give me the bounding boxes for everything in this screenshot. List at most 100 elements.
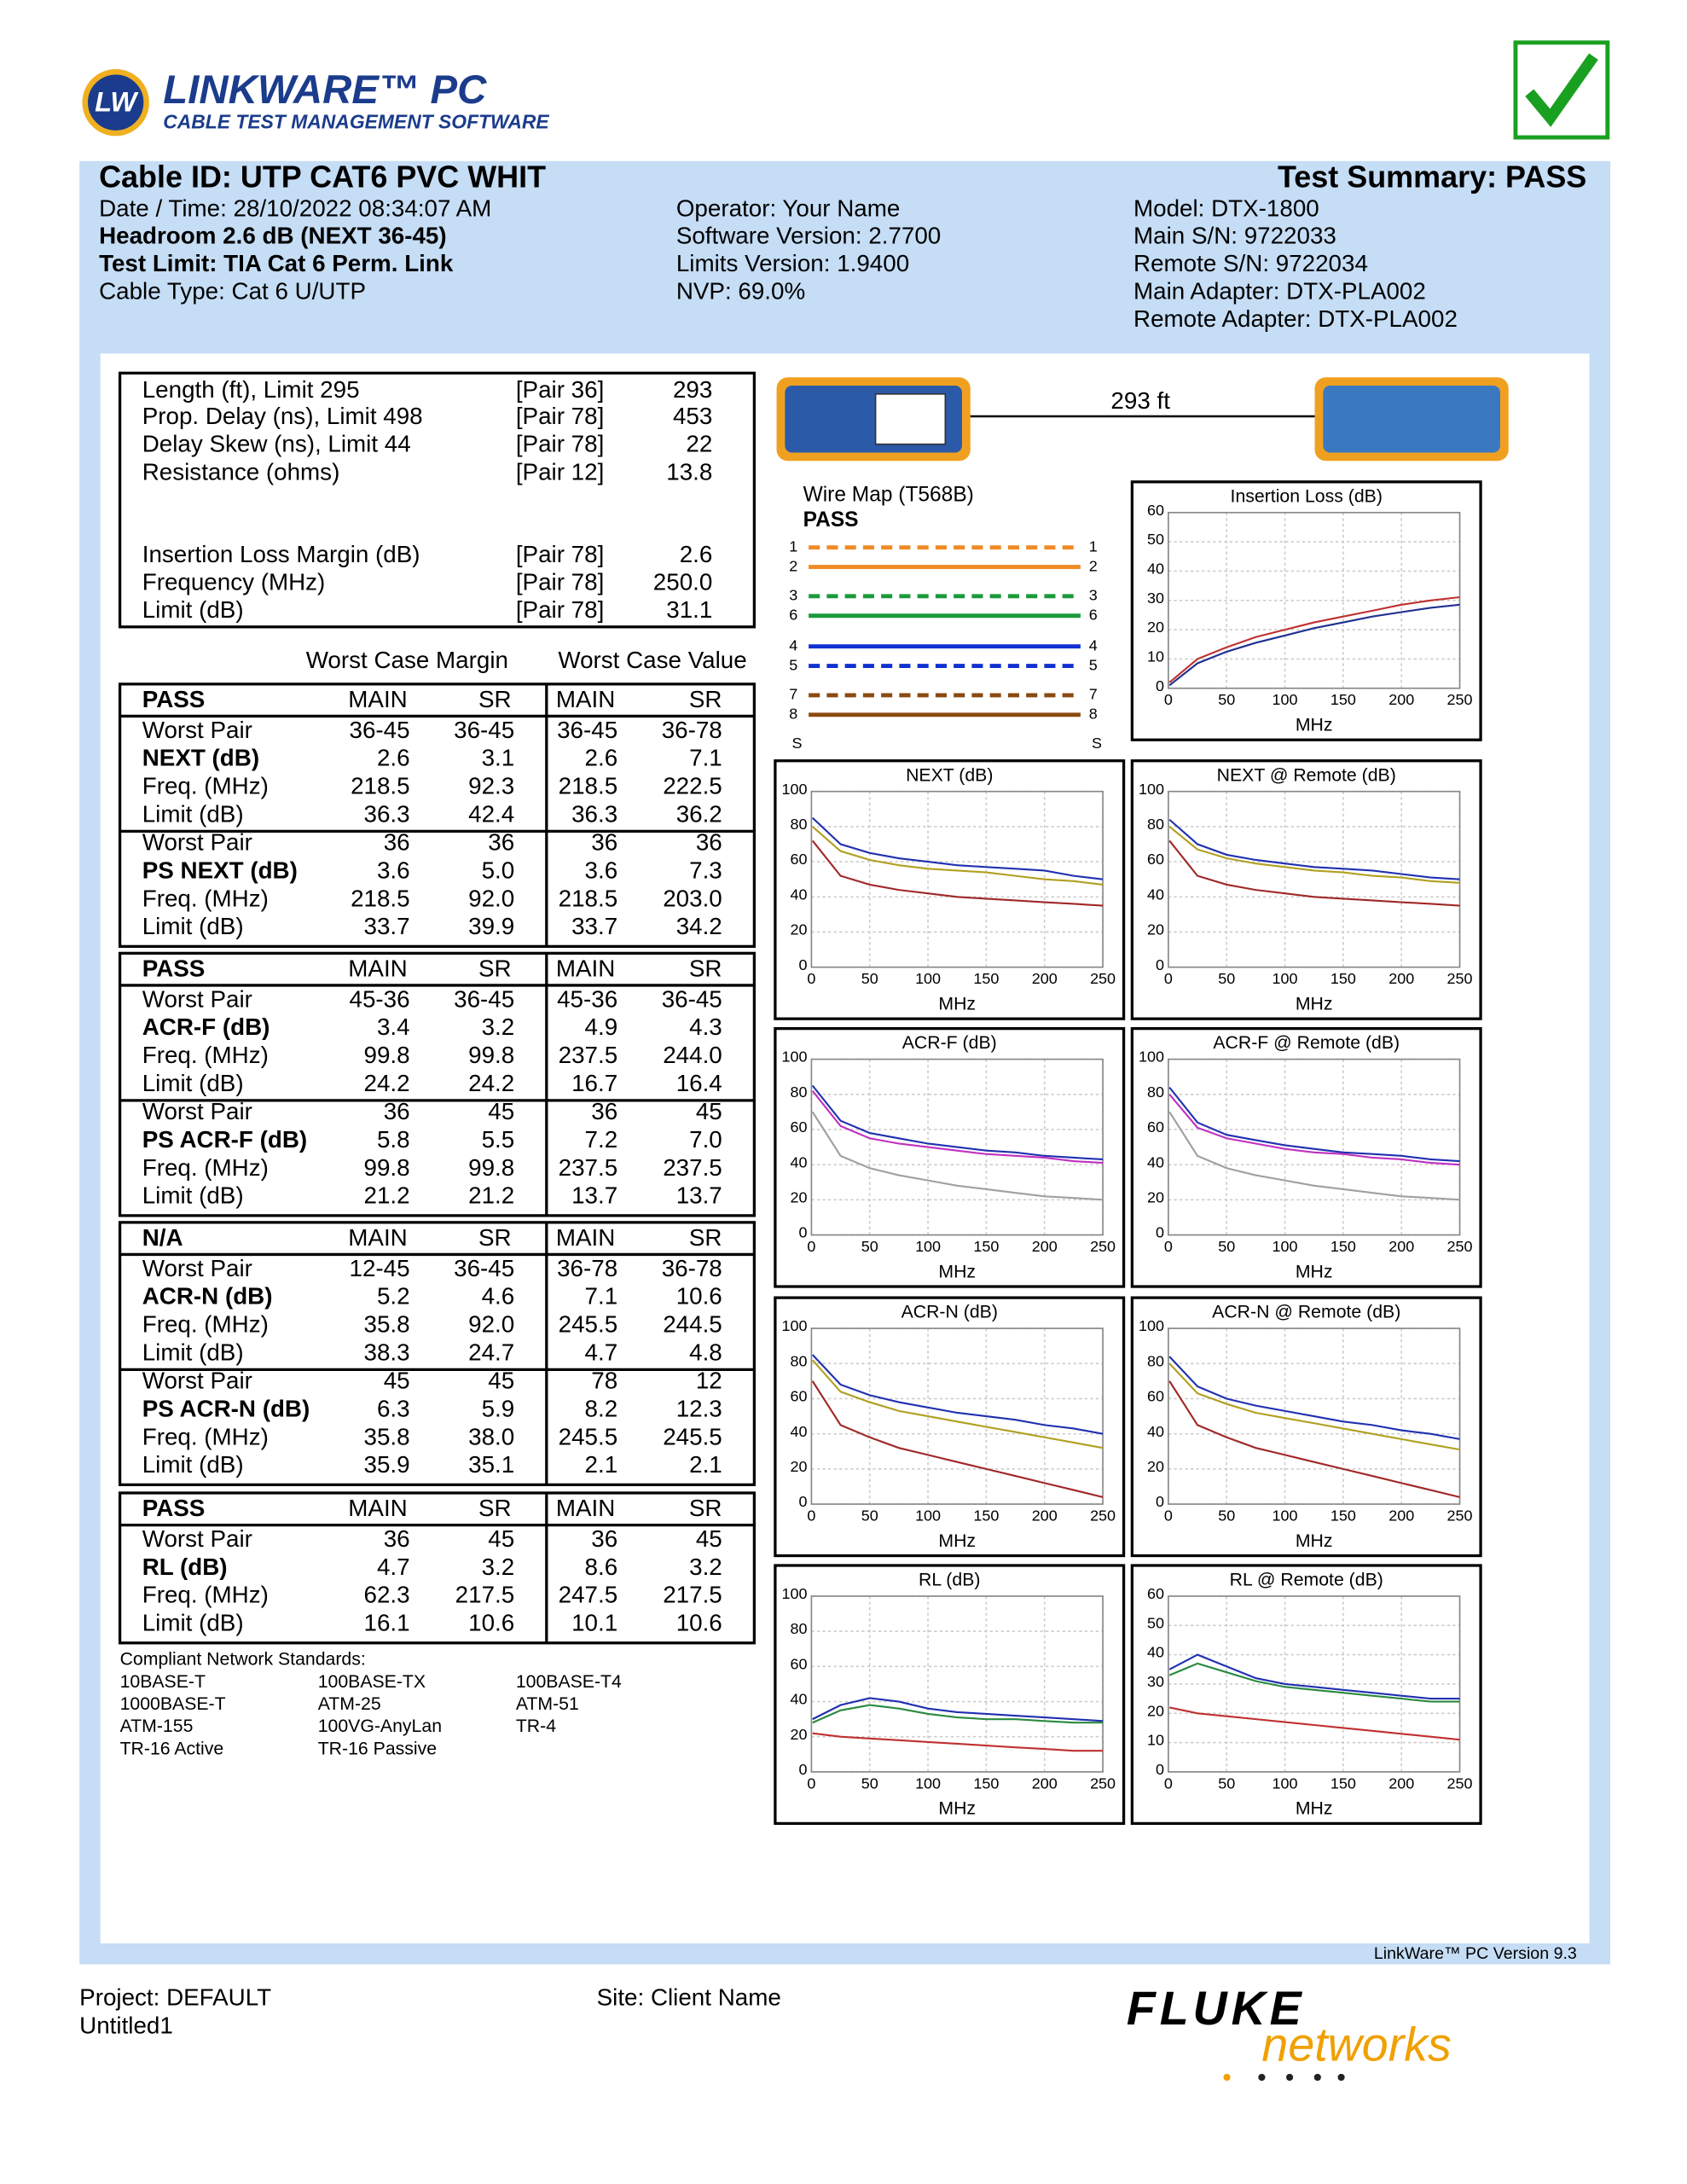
y-tick-label: 0: [1156, 956, 1164, 973]
file-name: Untitled1: [79, 2012, 173, 2038]
table-header: N/A: [142, 1224, 183, 1251]
x-tick-label: 0: [1164, 1238, 1173, 1255]
pin-left: 7: [789, 686, 797, 703]
table-cell: 12.3: [676, 1395, 722, 1421]
y-tick-label: 0: [798, 956, 807, 973]
y-tick-label: 20: [790, 1458, 807, 1475]
x-tick-label: 100: [915, 1238, 941, 1255]
table-cell: 12: [696, 1367, 722, 1393]
table-row-label: Worst Pair: [142, 717, 252, 743]
table-header: SR: [478, 955, 512, 981]
table-row-label: Limit (dB): [142, 1070, 244, 1096]
x-tick-label: 100: [915, 1774, 941, 1792]
y-tick-label: 60: [790, 1655, 807, 1672]
y-tick-label: 40: [1147, 561, 1164, 578]
table-cell: 45: [488, 1367, 514, 1393]
result-pair: [Pair 78]: [516, 596, 604, 623]
table-cell: 5.8: [377, 1126, 410, 1153]
trace: [811, 1090, 1104, 1165]
table-cell: 36.3: [364, 801, 410, 828]
table-cell: 92.0: [468, 885, 514, 911]
chart-title: Insertion Loss (dB): [1231, 485, 1383, 506]
table-cell: 3.2: [482, 1014, 515, 1040]
table-cell: 36: [591, 828, 617, 855]
table-cell: 36: [696, 828, 722, 855]
plot-frame: [810, 1595, 1104, 1773]
table-cell: 16.1: [364, 1610, 410, 1636]
table-cell: 218.5: [559, 773, 618, 799]
standard: 100BASE-T4: [516, 1671, 622, 1692]
table-header: MAIN: [556, 955, 615, 981]
x-tick-label: 200: [1388, 1507, 1414, 1525]
table-cell: 6.3: [377, 1395, 410, 1421]
table-cell: 99.8: [364, 1042, 410, 1068]
y-tick-label: 20: [1147, 1702, 1164, 1719]
x-axis-label: MHz: [1296, 1798, 1333, 1819]
pin-right: 3: [1089, 587, 1098, 604]
x-tick-label: 250: [1447, 1238, 1473, 1255]
trace: [811, 816, 1104, 880]
trace: [1168, 603, 1460, 687]
trace: [812, 1732, 1104, 1752]
table-cell: 99.8: [468, 1154, 514, 1181]
pin-left: 5: [789, 656, 797, 673]
standard: ATM-51: [516, 1693, 579, 1714]
chart-title: NEXT @ Remote (dB): [1217, 764, 1396, 785]
result-pair: [Pair 78]: [516, 568, 604, 595]
table-cell: 36: [384, 828, 410, 855]
table-cell: 10.6: [676, 1610, 722, 1636]
table-cell: 222.5: [663, 773, 722, 799]
table-cell: 10.6: [676, 1283, 722, 1310]
table-cell: 34.2: [676, 913, 722, 939]
result-value: 22: [686, 431, 712, 457]
table-cell: 2.6: [377, 745, 410, 771]
test-summary: Test Summary: PASS: [1278, 160, 1586, 195]
table-cell: 244.5: [663, 1311, 722, 1338]
table-row-label: Freq. (MHz): [142, 773, 269, 799]
table-cell: 36: [384, 1098, 410, 1124]
table-cell: 36-45: [454, 1255, 514, 1281]
pin-left: 8: [789, 706, 797, 723]
y-tick-label: 80: [1147, 1352, 1164, 1369]
x-tick-label: 150: [973, 970, 999, 987]
table-cell: 2.1: [689, 1451, 722, 1478]
table-cell: 62.3: [364, 1582, 410, 1608]
result-value: 250.0: [653, 568, 713, 595]
version: LinkWare™ PC Version 9.3: [1374, 1944, 1577, 1963]
brand-dots: [1223, 2073, 1345, 2082]
y-tick-label: 60: [790, 1388, 807, 1405]
table-cell: 92.3: [468, 773, 514, 799]
chart-title: RL (dB): [919, 1570, 980, 1590]
trace: [812, 826, 1104, 886]
chart-title: RL @ Remote (dB): [1230, 1570, 1383, 1590]
summary-line: Main Adapter: DTX-PLA002: [1133, 277, 1426, 304]
x-axis-label: MHz: [938, 1261, 976, 1281]
table-cell: 36-45: [350, 717, 410, 743]
table-cell: 245.5: [559, 1311, 618, 1338]
table-cell: 16.4: [676, 1070, 722, 1096]
table-cell: 237.5: [559, 1154, 618, 1181]
result-pair: [Pair 78]: [516, 403, 604, 429]
summary-line: Cable Type: Cat 6 U/UTP: [99, 277, 366, 304]
standard: 10BASE-T: [120, 1671, 206, 1692]
table-cell: 3.6: [585, 857, 618, 883]
table-cell: 92.0: [468, 1311, 514, 1338]
x-tick-label: 0: [807, 1507, 815, 1525]
trace: [1168, 826, 1460, 884]
standards-title: Compliant Network Standards:: [120, 1649, 366, 1670]
result-pair: [Pair 78]: [516, 431, 604, 457]
table-row-label: Freq. (MHz): [142, 1042, 269, 1068]
table-cell: 217.5: [455, 1582, 515, 1608]
table-cell: 13.7: [676, 1182, 722, 1209]
x-tick-label: 150: [973, 1507, 999, 1525]
wiremap-result: PASS: [803, 508, 859, 531]
table-cell: 36-78: [557, 1255, 617, 1281]
x-tick-label: 150: [973, 1238, 999, 1255]
table-cell: 36-78: [662, 717, 722, 743]
trace: [811, 1380, 1104, 1498]
pin-right: 4: [1089, 636, 1098, 653]
trace: [811, 1359, 1104, 1449]
table-cell: 36-45: [454, 717, 514, 743]
table-cell: 8.2: [585, 1395, 618, 1421]
table-cell: 21.2: [468, 1182, 514, 1209]
